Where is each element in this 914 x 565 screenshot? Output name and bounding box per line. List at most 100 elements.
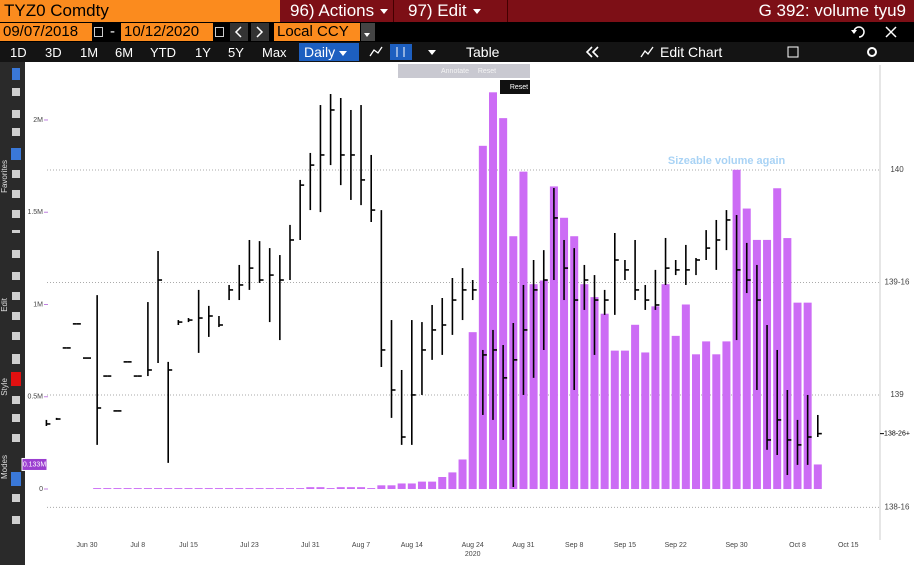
last-volume-mark xyxy=(21,457,48,471)
volume-bar xyxy=(143,488,152,490)
volume-bar xyxy=(245,488,254,490)
collapse-icon[interactable] xyxy=(585,46,601,58)
x-tick-label: Aug 14 xyxy=(401,542,423,549)
range-tab[interactable]: 3D xyxy=(45,45,62,60)
x-tick-label: Oct 15 xyxy=(838,542,859,549)
volume-bar xyxy=(702,341,711,490)
range-tab[interactable]: 6M xyxy=(115,45,134,60)
period-select[interactable]: Daily xyxy=(299,43,359,61)
volume-bar xyxy=(154,488,163,490)
volume-bar xyxy=(316,487,325,490)
calendar-icon[interactable] xyxy=(94,27,103,37)
volume-bar xyxy=(306,487,315,490)
y-tick-label: 2M xyxy=(33,117,43,124)
volume-bar xyxy=(204,488,213,490)
x-tick-label: Oct 8 xyxy=(789,542,806,549)
range-tab[interactable]: 1D xyxy=(10,45,27,60)
volume-bar xyxy=(610,350,619,490)
volume-bar xyxy=(407,483,416,490)
y2-tick-label: 138-16 xyxy=(885,503,910,512)
volume-bar xyxy=(103,488,112,490)
range-tab[interactable]: Max xyxy=(262,45,287,60)
side-label: Modes xyxy=(0,455,9,480)
zoom-tool[interactable]: Reset xyxy=(478,68,496,75)
range-tab[interactable]: 5Y xyxy=(228,45,244,60)
volume-bar xyxy=(631,324,640,490)
dropdown-arrow xyxy=(339,50,348,56)
dropdown-arrow xyxy=(472,9,481,15)
volume-bar xyxy=(184,488,193,490)
volume-bar xyxy=(620,350,629,490)
last-price-label: 138-26+ xyxy=(884,430,910,437)
volume-bar xyxy=(793,302,802,490)
currency-dropdown[interactable] xyxy=(361,23,375,41)
volume-bar xyxy=(174,488,183,490)
edit-chart-icon[interactable] xyxy=(640,46,654,58)
volume-bar xyxy=(367,488,376,490)
edit-label: 97) Edit xyxy=(408,1,467,20)
volume-bar xyxy=(499,118,508,490)
range-tab[interactable]: YTD xyxy=(150,45,176,60)
actions-label: 96) Actions xyxy=(290,1,375,20)
volume-bar xyxy=(590,297,599,490)
x-tick-label: Sep 22 xyxy=(665,542,687,549)
volume-bar xyxy=(286,488,294,490)
y2-tick-label: 140 xyxy=(890,165,904,174)
side-icons xyxy=(11,68,21,524)
volume-bar xyxy=(235,488,244,490)
y2-tick-label: 139-16 xyxy=(885,278,910,287)
toolbar-icons[interactable] xyxy=(786,45,886,59)
currency[interactable]: Local CCY xyxy=(274,23,360,41)
x-tick-label: Jul 15 xyxy=(179,542,198,549)
x-year-label: 2020 xyxy=(465,551,481,558)
volume-bar xyxy=(478,145,487,490)
volume-bar xyxy=(377,485,386,490)
actions-menu[interactable]: 96) Actions xyxy=(284,0,394,22)
y2-tick-label: 139 xyxy=(890,390,904,399)
volume-bar xyxy=(671,335,680,490)
date-step-buttons[interactable] xyxy=(230,23,270,41)
volume-bar xyxy=(275,488,284,490)
volume-bar xyxy=(549,186,558,490)
y-tick-label: 0.5M xyxy=(27,394,43,401)
end-date[interactable]: 10/12/2020 xyxy=(121,23,213,41)
volume-bar xyxy=(438,477,447,490)
window-icons[interactable] xyxy=(850,24,910,40)
volume-bar xyxy=(387,485,396,490)
volume-bar xyxy=(448,472,457,490)
volume-bar xyxy=(651,306,660,490)
x-tick-label: Jun 30 xyxy=(76,542,97,549)
y-tick-label: 0 xyxy=(39,486,43,493)
table-button[interactable]: Table xyxy=(466,44,500,60)
x-tick-label: Aug 24 xyxy=(462,542,484,549)
x-tick-label: Sep 8 xyxy=(565,542,583,549)
chart-type-icons[interactable] xyxy=(366,44,446,60)
edit-menu[interactable]: 97) Edit xyxy=(398,0,508,22)
volume-bar xyxy=(661,284,670,490)
volume-bar xyxy=(123,488,132,490)
volume-bar xyxy=(641,352,650,490)
reset-label[interactable]: Reset xyxy=(510,84,528,91)
volume-bar xyxy=(397,483,406,490)
volume-bar xyxy=(93,488,102,490)
volume-bar xyxy=(133,488,142,490)
volume-bar xyxy=(712,354,721,490)
volume-bar xyxy=(164,488,173,490)
range-tab[interactable]: 1Y xyxy=(195,45,211,60)
x-tick-label: Aug 7 xyxy=(352,542,370,549)
edit-chart-button[interactable]: Edit Chart xyxy=(660,44,723,60)
range-tab[interactable]: 1M xyxy=(80,45,99,60)
zoom-toolbar xyxy=(398,64,530,78)
ticker[interactable]: TYZ0 Comdty xyxy=(0,0,280,22)
start-date[interactable]: 09/07/2018 xyxy=(0,23,92,41)
zoom-tool[interactable]: Annotate xyxy=(441,68,469,75)
x-tick-label: Jul 31 xyxy=(301,542,320,549)
x-tick-label: Sep 30 xyxy=(726,542,748,549)
x-tick-label: Aug 31 xyxy=(512,542,534,549)
calendar-icon[interactable] xyxy=(215,27,224,37)
y-tick-label: 1.5M xyxy=(27,209,43,216)
reset-button[interactable] xyxy=(500,80,530,94)
side-label: Favorites xyxy=(0,160,9,193)
